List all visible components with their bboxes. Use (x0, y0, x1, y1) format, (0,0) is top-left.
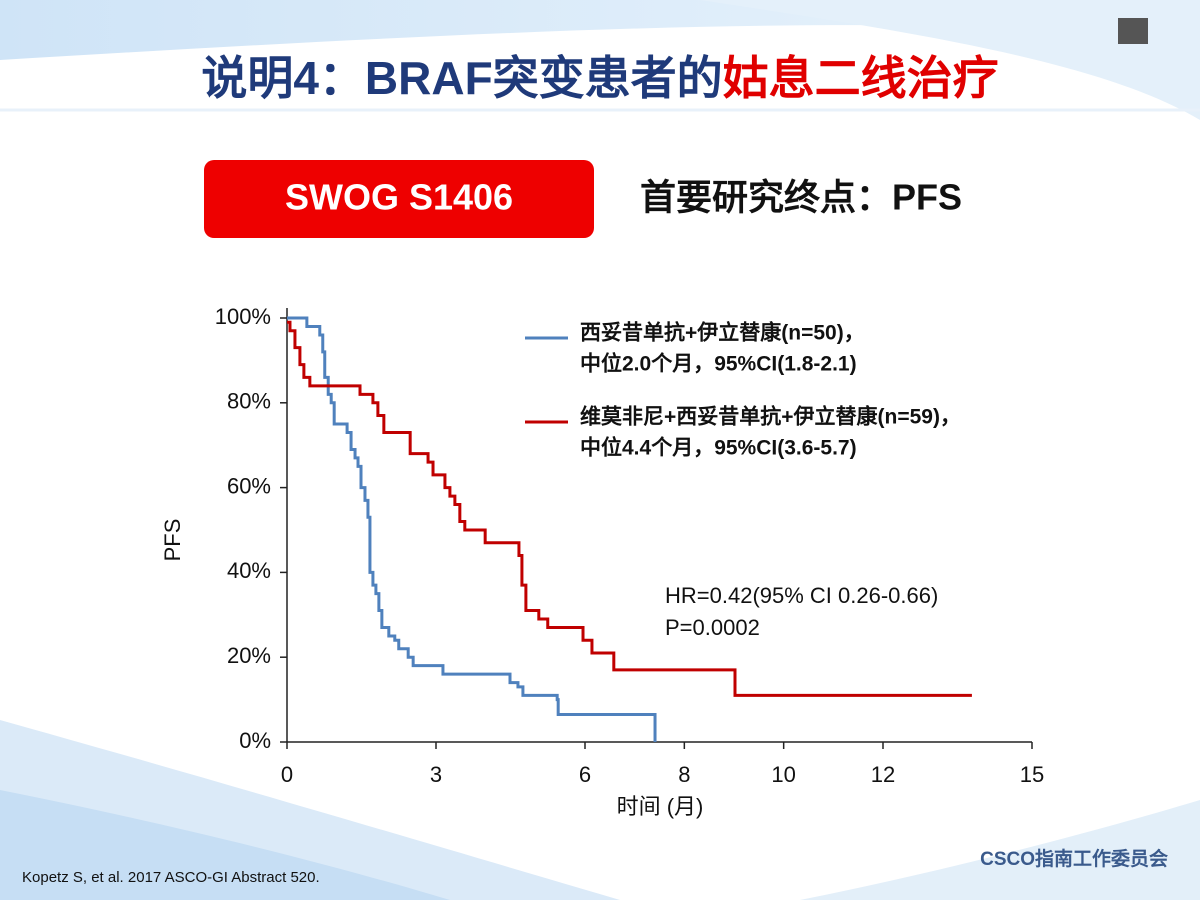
x-tick-label: 12 (871, 762, 895, 787)
annotation: P=0.0002 (665, 615, 760, 640)
endpoint: 首要研究终点：PFS (640, 177, 962, 218)
km-curve (287, 320, 972, 697)
slide-title: 说明4：BRAF突变患者的姑息二线治疗 (201, 52, 998, 104)
legend-name: 维莫非尼+西妥昔单抗+伊立替康(n=59)， (580, 405, 961, 429)
footnote: Kopetz S, et al. 2017 ASCO-GI Abstract 5… (22, 869, 320, 886)
x-tick-label: 8 (678, 762, 690, 787)
legend-note: 中位2.0个月，95%CI(1.8-2.1) (580, 352, 857, 376)
y-tick-label: 80% (227, 389, 271, 414)
x-tick-label: 3 (430, 762, 442, 787)
x-axis-label: 时间 (月) (617, 794, 704, 819)
x-tick-label: 6 (579, 762, 591, 787)
y-tick-label: 100% (215, 304, 271, 329)
badge: SWOG S1406 (285, 177, 513, 218)
x-tick-label: 10 (771, 762, 795, 787)
bottom-swoosh-3 (800, 800, 1200, 900)
y-tick-label: 20% (227, 643, 271, 668)
bottom-swoosh-2 (0, 790, 450, 900)
y-tick-label: 60% (227, 473, 271, 498)
badge-box (204, 160, 594, 238)
top-swoosh-2 (700, 0, 1200, 120)
legend-name: 西妥昔单抗+伊立替康(n=50)， (580, 321, 865, 345)
title-main: 说明4：BRAF突变患者的 (201, 52, 722, 104)
y-axis-label: PFS (160, 519, 185, 562)
organization: CSCO指南工作委员会 (980, 847, 1168, 870)
plot: 0% 20% 40% 60% 80% 100% 0 3 6 8 10 12 15 西妥昔单抗+伊立替康(n… (215, 304, 1045, 787)
x-tick-label: 15 (1020, 762, 1044, 787)
legend-note: 中位4.4个月，95%CI(3.6-5.7) (580, 436, 857, 460)
annotation: HR=0.42(95% CI 0.26-0.66) (665, 583, 938, 608)
y-tick-label: 40% (227, 558, 271, 583)
y-tick-label: 0% (239, 728, 271, 753)
x-tick-label: 0 (281, 762, 293, 787)
km-curve (287, 316, 657, 742)
logo-icon (1118, 18, 1148, 44)
title-highlight: 姑息二线治疗 (723, 52, 999, 104)
